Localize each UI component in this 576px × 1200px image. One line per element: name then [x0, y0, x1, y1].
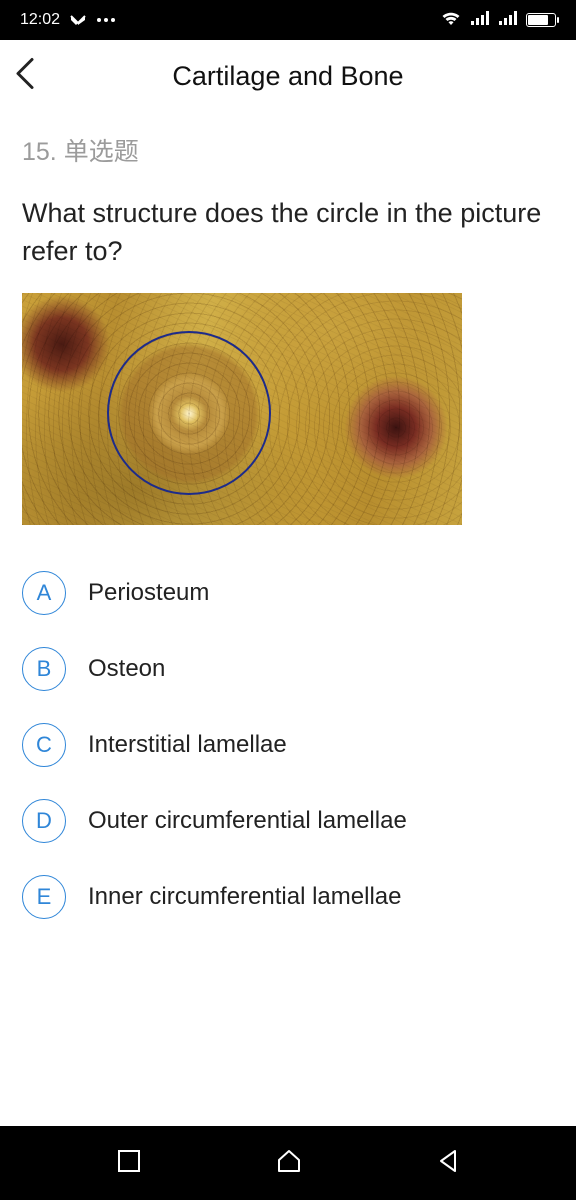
- option-text: Interstitial lamellae: [88, 731, 287, 759]
- battery-fill: [528, 15, 548, 25]
- question-image: [22, 293, 462, 525]
- option-text: Inner circumferential lamellae: [88, 883, 401, 911]
- status-time: 12:02: [20, 11, 60, 29]
- option-letter: D: [22, 799, 66, 843]
- option-letter: B: [22, 647, 66, 691]
- more-dots-icon: [96, 17, 116, 23]
- chevron-left-icon: [12, 54, 40, 94]
- signal-icon: [498, 10, 518, 31]
- option-text: Osteon: [88, 655, 165, 683]
- question-number: 15. 单选题: [22, 132, 554, 168]
- status-bar: 12:02: [0, 0, 576, 40]
- option-a[interactable]: A Periosteum: [22, 571, 554, 615]
- option-text: Outer circumferential lamellae: [88, 807, 407, 835]
- status-left: 12:02: [20, 11, 116, 29]
- question-text: What structure does the circle in the pi…: [22, 194, 554, 271]
- phone-frame: 12:02 Cartilage and Bone: [0, 0, 576, 1200]
- option-letter: C: [22, 723, 66, 767]
- option-d[interactable]: D Outer circumferential lamellae: [22, 799, 554, 843]
- option-e[interactable]: E Inner circumferential lamellae: [22, 875, 554, 919]
- page-title: Cartilage and Bone: [16, 61, 560, 92]
- option-c[interactable]: C Interstitial lamellae: [22, 723, 554, 767]
- wifi-icon: [440, 10, 462, 31]
- circle-annotation: [107, 331, 271, 495]
- signal-icon: [470, 10, 490, 31]
- nav-back-button[interactable]: [436, 1148, 460, 1179]
- options-list: A Periosteum B Osteon C Interstitial lam…: [22, 571, 554, 919]
- android-nav-bar: [0, 1126, 576, 1200]
- home-button[interactable]: [275, 1148, 303, 1179]
- option-b[interactable]: B Osteon: [22, 647, 554, 691]
- down-caret-icon: [70, 14, 86, 26]
- option-letter: A: [22, 571, 66, 615]
- content-area: 15. 单选题 What structure does the circle i…: [0, 112, 576, 1126]
- triangle-back-icon: [436, 1148, 460, 1174]
- square-icon: [116, 1148, 142, 1174]
- recent-apps-button[interactable]: [116, 1148, 142, 1179]
- battery-icon: [526, 13, 556, 27]
- home-icon: [275, 1148, 303, 1174]
- app-header: Cartilage and Bone: [0, 40, 576, 112]
- back-button[interactable]: [12, 54, 40, 99]
- status-right: [440, 10, 556, 31]
- option-text: Periosteum: [88, 579, 209, 607]
- option-letter: E: [22, 875, 66, 919]
